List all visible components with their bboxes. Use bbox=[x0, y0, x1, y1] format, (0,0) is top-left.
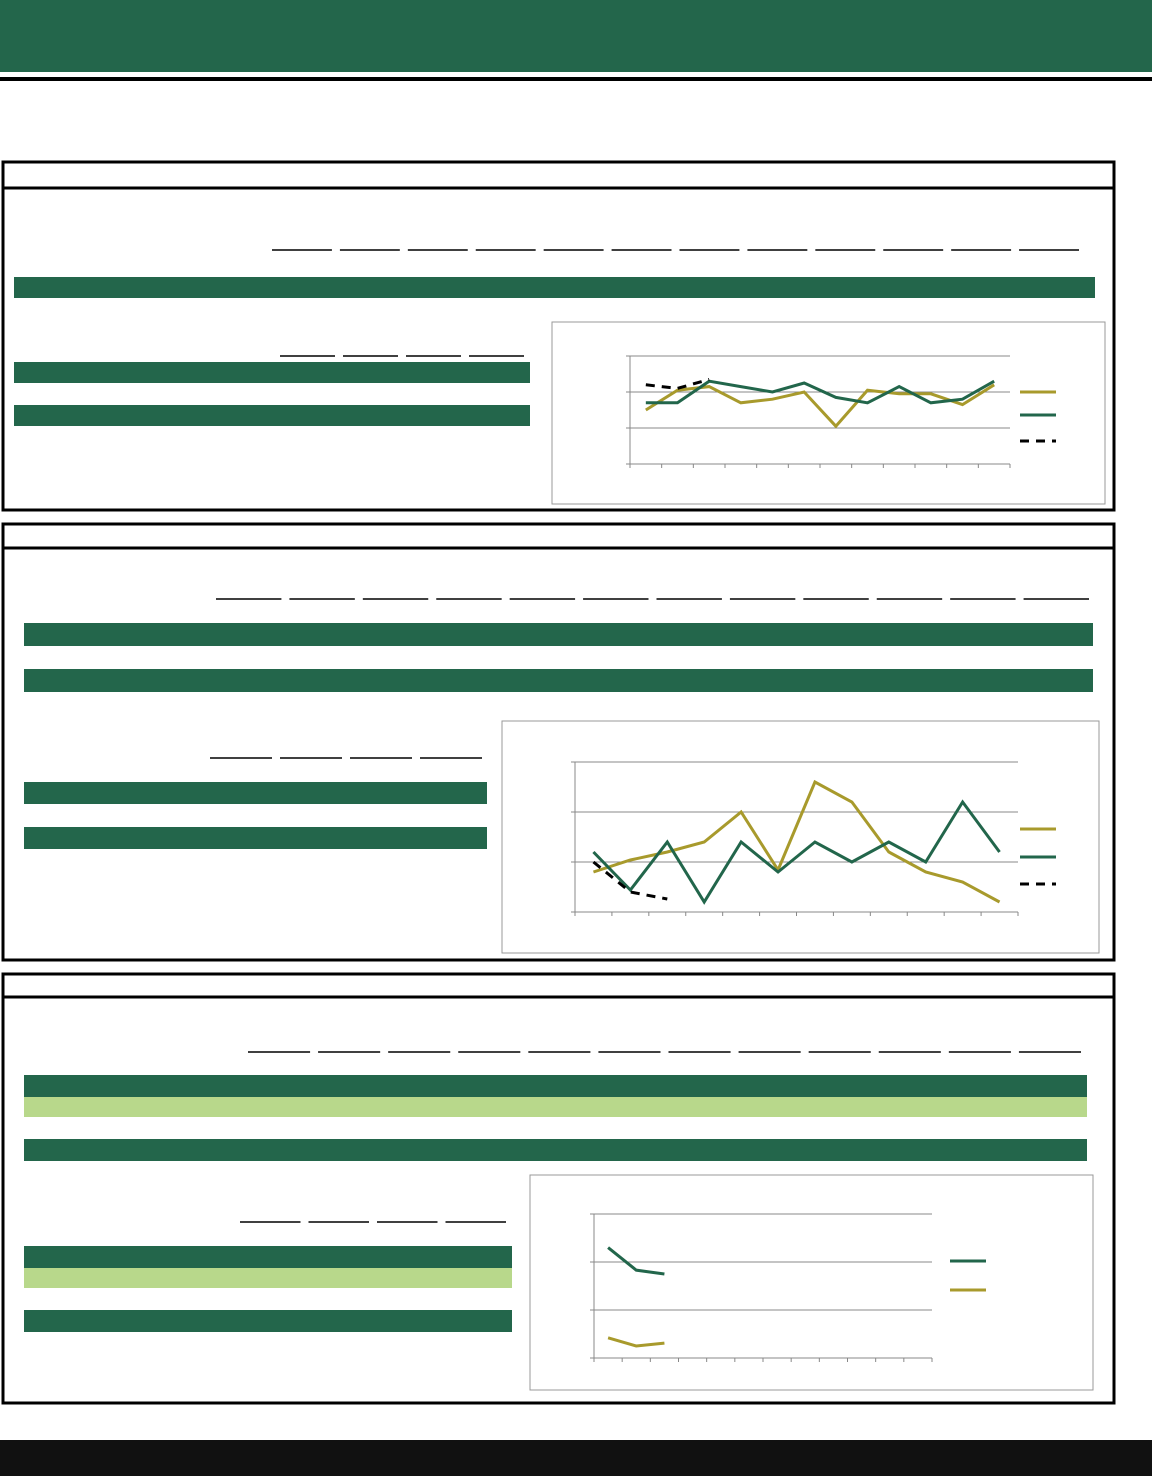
section-2 bbox=[1, 522, 1116, 962]
chart-frame bbox=[501, 720, 1100, 954]
section-frame bbox=[1, 160, 1116, 512]
row-bar bbox=[14, 362, 530, 383]
row-bar bbox=[24, 1139, 1087, 1161]
series-line bbox=[592, 799, 1001, 905]
header-bar bbox=[0, 0, 1152, 72]
chart-frame bbox=[529, 1174, 1094, 1391]
series-line bbox=[645, 377, 710, 390]
row-bar bbox=[24, 782, 487, 804]
series-line bbox=[592, 779, 1001, 904]
header-rule bbox=[0, 77, 1152, 81]
chart-frame bbox=[551, 321, 1106, 505]
row-bar bbox=[14, 405, 530, 426]
series-line bbox=[645, 383, 995, 429]
series-line bbox=[592, 860, 668, 901]
row-bar bbox=[24, 1075, 1087, 1097]
row-bar bbox=[24, 1246, 512, 1268]
series-line bbox=[645, 379, 995, 405]
row-bar bbox=[24, 827, 487, 849]
section-frame bbox=[1, 972, 1116, 1405]
row-bar bbox=[14, 277, 1095, 298]
row-bar bbox=[24, 669, 1093, 692]
section-3 bbox=[1, 972, 1116, 1405]
section-frame bbox=[1, 522, 1116, 962]
section-1 bbox=[1, 160, 1116, 512]
series-line bbox=[607, 1336, 665, 1348]
row-bar bbox=[24, 623, 1093, 646]
row-bar bbox=[24, 1310, 512, 1332]
row-bar-light bbox=[24, 1268, 512, 1288]
row-bar-light bbox=[24, 1097, 1087, 1117]
series-line bbox=[607, 1246, 665, 1276]
footer-bar bbox=[0, 1440, 1152, 1476]
